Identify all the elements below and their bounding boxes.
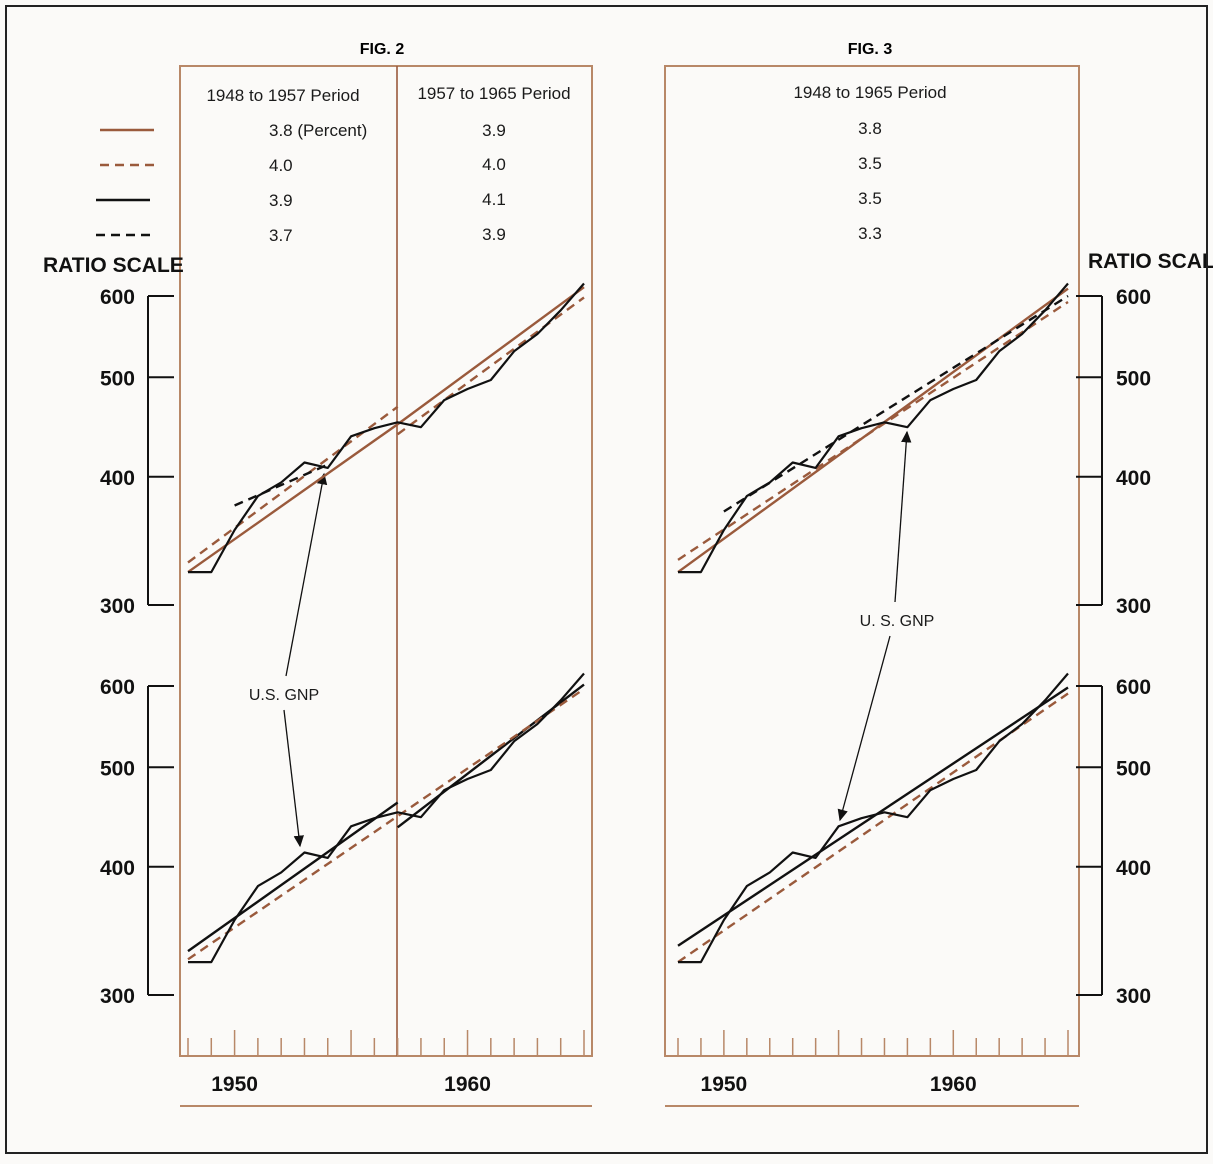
fig2-lower-gnp-series — [188, 672, 585, 964]
fig3-lower-gnp-series — [678, 672, 1069, 964]
ratio-scale-tick-label-left: 600 — [100, 286, 135, 309]
ratio-scale-tick-label-left: 400 — [100, 467, 135, 490]
ratio-scale-tick-label-left: 400 — [100, 857, 135, 880]
fig3-gnp-arrow-lower — [837, 635, 891, 822]
ratio-scale-tick-label-right: 400 — [1116, 857, 1151, 880]
fig2-frame — [179, 65, 593, 1057]
page-border — [5, 5, 1208, 1154]
fig3-rate-black-solid: 3.5 — [858, 189, 882, 208]
fig3-upper-gnp-series — [678, 282, 1069, 574]
fig3-gnp-label: U. S. GNP — [860, 613, 935, 630]
fig3-upper-trend-brown-solid — [677, 287, 1069, 574]
ratio-scale-tick-label-right: 300 — [1116, 985, 1151, 1008]
fig2-gnp-label: U.S. GNP — [249, 687, 319, 704]
ratio-scale-tick-label-right: 500 — [1116, 757, 1151, 780]
ratio-scale-tick-label-left: 600 — [100, 676, 135, 699]
fig2-p2-rate-black-solid: 4.1 — [482, 190, 506, 209]
ratio-scale-tick-label-right: 500 — [1116, 367, 1151, 390]
ratio-scale-tick-label-left: 300 — [100, 595, 135, 618]
fig2-upper-gnp-series — [188, 282, 585, 574]
fig2-p2-rate-brown-dashed: 4.0 — [482, 155, 506, 174]
ratio-scale-title-right: RATIO SCALE — [1088, 250, 1213, 273]
fig2-upper-trend-brown-solid — [396, 286, 585, 426]
fig2-gnp-arrow-lower — [283, 709, 304, 848]
fig2-p1-rate-black-dashed: 3.7 — [269, 226, 293, 245]
fig2-upper-trend-brown-solid — [187, 423, 399, 574]
fig2-x-tick-label: 1950 — [211, 1073, 258, 1096]
fig2-upper-trend-black-dashed — [234, 463, 329, 507]
fig3-upper-trend-brown-dashed — [677, 300, 1069, 561]
fig2-p2-rate-brown-solid: 3.9 — [482, 121, 506, 140]
ratio-scale-tick-label-left: 500 — [100, 757, 135, 780]
fig3-rate-black-dashed: 3.3 — [858, 224, 882, 243]
fig3-title: FIG. 3 — [848, 41, 893, 58]
fig2-period2-header: 1957 to 1965 Period — [417, 84, 570, 103]
fig2-gnp-arrow-upper — [285, 472, 328, 677]
fig3-gnp-arrow-upper — [894, 430, 912, 603]
fig3-lower-trend-black-solid — [677, 686, 1069, 947]
fig3-period-header: 1948 to 1965 Period — [793, 83, 946, 102]
ratio-scale-tick-label-left: 500 — [100, 367, 135, 390]
fig2-lower-trend-brown-dashed — [187, 687, 585, 961]
ratio-scale-tick-label-right: 400 — [1116, 467, 1151, 490]
fig3-rate-brown-solid: 3.8 — [858, 119, 882, 138]
ratio-scale-tick-label-right: 600 — [1116, 286, 1151, 309]
fig2-upper-trend-brown-dashed — [396, 296, 585, 436]
ratio-scale-title-left: RATIO SCALE — [43, 254, 184, 277]
fig2-p1-rate-brown-dashed: 4.0 — [269, 156, 293, 175]
fig3-upper-trend-black-dashed — [723, 294, 1069, 513]
fig2-period1-header: 1948 to 1957 Period — [206, 86, 359, 105]
ratio-scale-tick-label-right: 600 — [1116, 676, 1151, 699]
fig2-x-tick-label: 1960 — [444, 1073, 491, 1096]
fig2-p1-rate-brown-solid: 3.8 (Percent) — [269, 121, 367, 140]
fig2-p1-rate-black-solid: 3.9 — [269, 191, 293, 210]
ratio-scale-tick-label-left: 300 — [100, 985, 135, 1008]
ratio-scale-tick-label-right: 300 — [1116, 595, 1151, 618]
fig2-p2-rate-black-dashed: 3.9 — [482, 225, 506, 244]
fig3-x-tick-label: 1960 — [930, 1073, 977, 1096]
fig3-rate-brown-dashed: 3.5 — [858, 154, 882, 173]
fig3-frame — [664, 65, 1080, 1057]
fig2-lower-trend-black-solid — [187, 801, 399, 953]
fig2-title: FIG. 2 — [360, 41, 405, 58]
fig3-x-tick-label: 1950 — [701, 1073, 748, 1096]
